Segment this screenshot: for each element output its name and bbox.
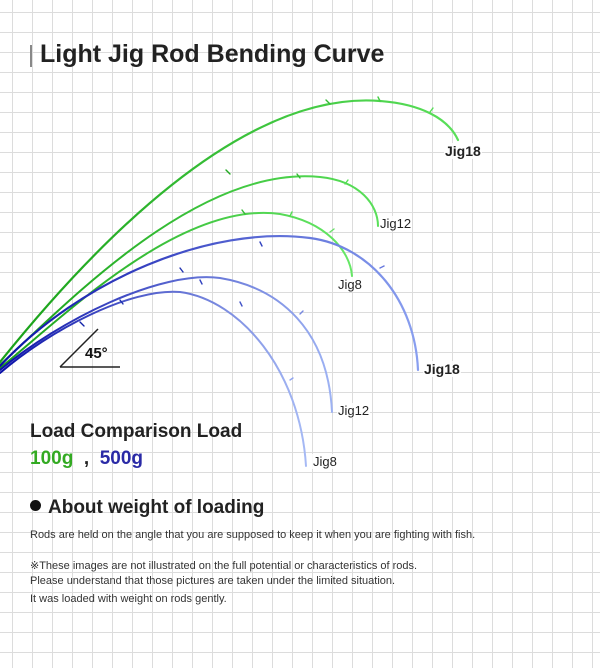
rod-guide-ticks [79, 96, 434, 381]
label-500g-jig8: Jig8 [312, 454, 338, 469]
angle-label: 45° [85, 345, 108, 362]
label-500g-jig12: Jig12 [337, 403, 371, 418]
about-line-1: Rods are held on the angle that you are … [30, 529, 476, 541]
about-line-2: ※These images are not illustrated on the… [30, 560, 418, 572]
about-line-4: It was loaded with weight on rods gently… [30, 593, 227, 605]
light-load-value: 100g [30, 448, 74, 469]
heavy-load-value: 500g [99, 448, 144, 469]
bullet-icon [30, 500, 41, 511]
curve-500g-jig8 [0, 290, 307, 467]
curve-500g-jig18 [0, 235, 420, 372]
angle-45-indicator [59, 328, 120, 368]
label-500g-jig18: Jig18 [423, 361, 461, 377]
title-accent-bar [30, 45, 32, 67]
about-heading: About weight of loading [30, 497, 264, 519]
curve-100g-jig8 [0, 211, 353, 369]
load-separator: , [79, 448, 95, 469]
about-line-3: Please understand that those pictures ar… [30, 575, 396, 587]
label-100g-jig18: Jig18 [444, 143, 482, 159]
separator-text: , [83, 448, 90, 469]
label-100g-jig8: Jig8 [337, 277, 363, 292]
curve-100g-jig18 [0, 99, 460, 364]
about-heading-text: About weight of loading [48, 497, 265, 518]
curve-500g-jig12 [0, 276, 333, 413]
curve-100g-jig12 [0, 175, 379, 366]
load-comparison-heading: Load Comparison Load [30, 421, 243, 442]
page-title: Light Jig Rod Bending Curve [40, 40, 385, 68]
label-100g-jig12: Jig12 [379, 216, 413, 231]
load-values: 100g , 500g [30, 448, 143, 470]
